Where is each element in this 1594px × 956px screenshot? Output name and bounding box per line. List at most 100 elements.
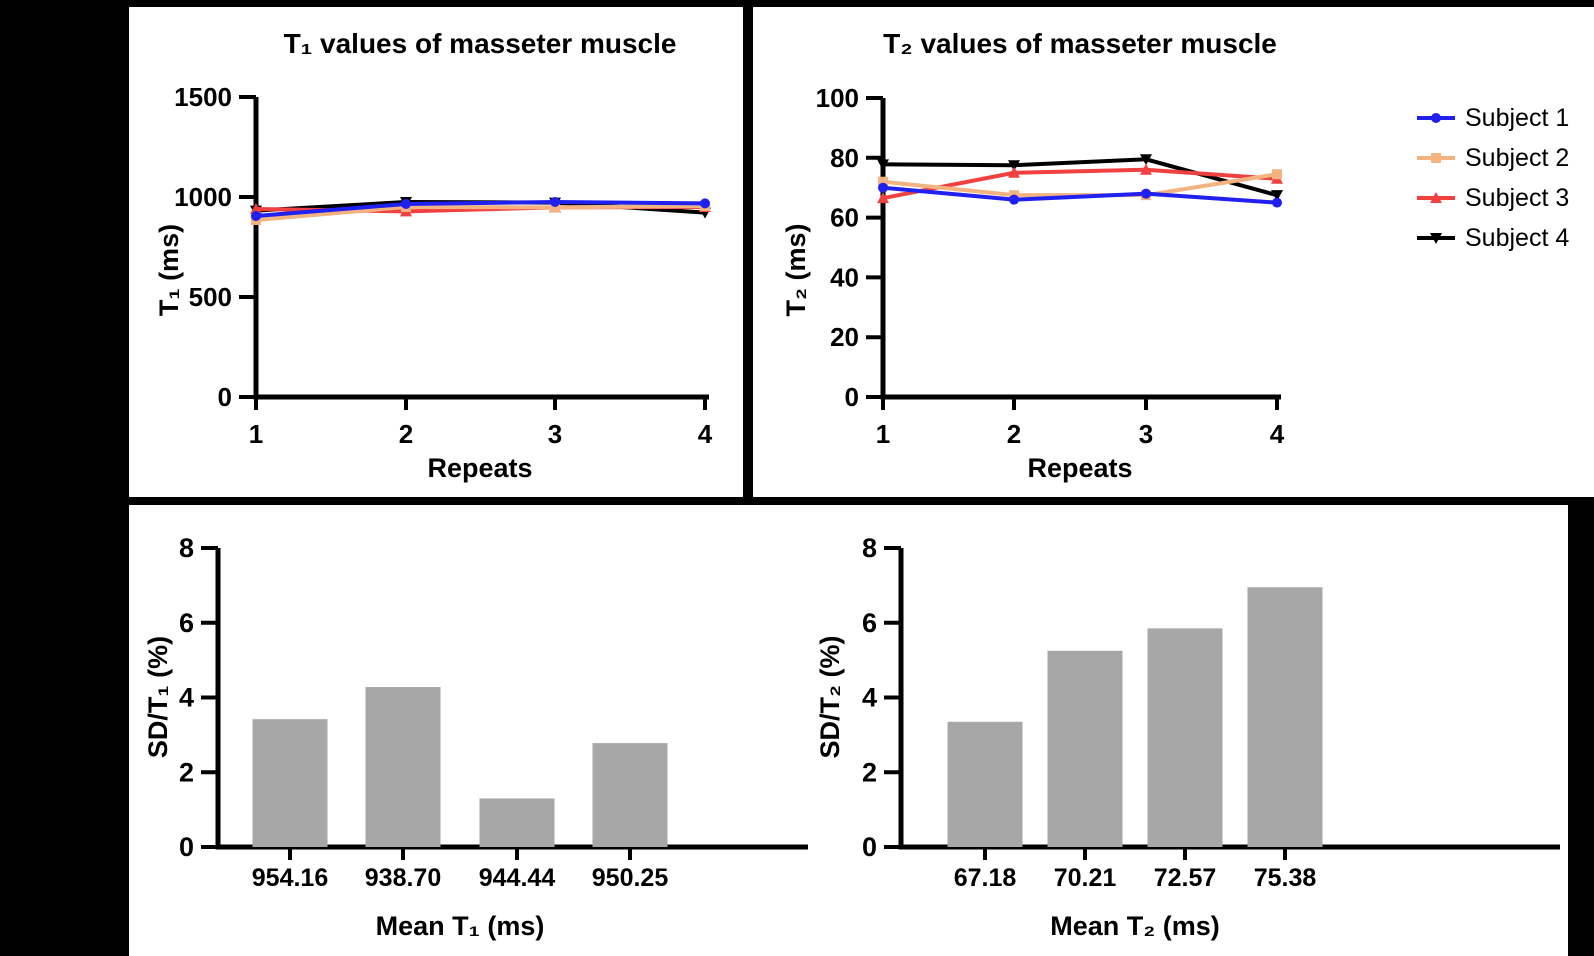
sd-bar-charts-svg: SD/T₁ (%) Mean T₁ (ms) 0 2 4 6 8 954.16 938.70 94… [143,533,1560,941]
t2-ytick-label: 100 [816,83,859,113]
chart-legend: Subject 1 Subject 2 Subject 3 Subject 4 [1417,104,1569,252]
sd_t1-ytick-label: 2 [179,757,194,787]
sd_t2-bar [1247,587,1323,847]
legend-label: Subject 4 [1465,224,1569,252]
legend-marker [1431,153,1441,163]
t2-xtick-label: 1 [876,419,890,449]
t2-ytick-label: 20 [830,322,859,352]
sd_t1-bar [252,719,328,847]
series-marker [877,159,889,171]
sd_t2-bars [947,587,1323,847]
sd_t2-ytick-label: 8 [862,533,877,563]
t1-xtick-label: 2 [399,419,413,449]
legend-label: Subject 3 [1465,184,1569,212]
t2-x-axis-label: Repeats [1027,453,1132,483]
t2-ytick-label: 80 [830,143,859,173]
sd_t1-ytick-label: 8 [179,533,194,563]
sd_t2-category-label: 72.57 [1154,864,1217,892]
sd_t2-bar [1047,650,1123,847]
t2-series-subject-4 [877,154,1283,202]
t2-xtick-label: 2 [1007,419,1021,449]
series-marker [1008,160,1020,172]
t2-ytick-label: 0 [845,382,859,412]
sd_t2-bar [947,721,1023,847]
series-marker [1141,188,1151,199]
sd_t1-category-label: 944.44 [479,864,556,892]
sd_t1-category-label: 954.16 [252,864,328,892]
t1-ytick-label: 0 [218,382,232,412]
series-marker [878,176,888,187]
sd_t1-bars [252,687,668,847]
legend-label: Subject 2 [1465,144,1569,172]
panel-sd-bar-charts: SD/T₁ (%) Mean T₁ (ms) 0 2 4 6 8 954.16 938.70 94… [129,505,1568,956]
legend-marker [1431,113,1441,123]
sd_t2-y-axis-label: SD/T₂ (%) [815,636,845,759]
legend-label: Subject 1 [1465,104,1569,132]
sd_t2-ytick-label: 0 [862,832,877,862]
sd_t2-ytick-label: 6 [862,608,877,638]
t1-title: T₁ values of masseter muscle [284,28,677,59]
series-line [255,204,706,222]
t2-xtick-label: 4 [1270,419,1285,449]
legend-marker [1430,233,1442,244]
t1-xtick-label: 4 [698,419,713,449]
t2-title: T₂ values of masseter muscle [883,28,1277,59]
sd_t1-ytick-label: 0 [179,832,194,862]
t2-axes: 0 20 40 60 80 100 1 2 3 4 [816,83,1285,449]
t1-x-axis-label: Repeats [427,453,532,483]
series-line [882,167,1278,201]
sd_t1-category-label: 938.70 [365,864,441,892]
t2-xtick-label: 3 [1139,419,1153,449]
sd_t1-ytick-label: 4 [179,683,194,713]
series-marker [1271,190,1283,202]
sd_t2-x-axis-label: Mean T₂ (ms) [1050,911,1220,941]
sd_t2-ytick-label: 2 [862,757,877,787]
sd_t2-category-label: 75.38 [1254,864,1317,892]
series-line [882,157,1278,198]
series-marker [250,203,262,214]
sd_t2-category-label: 70.21 [1054,864,1117,892]
t2-y-axis-label: T₂ (ms) [781,224,811,317]
series-marker [401,199,411,209]
sd_t1-bar [592,743,668,847]
series-marker [1009,194,1019,205]
sd_t2-bar [1147,628,1223,847]
t2-line-chart-svg: T₂ values of masseter muscle T₂ (ms) Repea… [781,28,1569,483]
t1-xtick-label: 1 [249,419,263,449]
sd_t1-y-axis-label: SD/T₁ (%) [143,636,173,758]
series-marker [1272,197,1282,208]
t1-series-subject-1 [251,197,710,221]
t2-ytick-label: 60 [830,203,859,233]
t1-y-axis-label: T₁ (ms) [154,224,184,316]
series-marker [878,182,888,193]
series-marker [251,211,261,221]
sd_t1-bar [365,687,441,847]
t1-axes: 0 500 1000 1500 1 2 3 4 [174,82,713,449]
t1-ytick-label: 1000 [174,182,232,212]
series-marker [877,192,889,204]
panel-t2-line-chart: T₂ values of masseter muscle T₂ (ms) Repea… [753,7,1594,497]
sd_t1-ytick-label: 6 [179,608,194,638]
series-line [255,199,706,218]
series-line [882,185,1278,205]
series-marker [1140,154,1152,166]
sd_t2-category-label: 67.18 [954,864,1017,892]
series-marker [1008,166,1020,178]
t1-xtick-label: 3 [548,419,562,449]
series-marker [550,202,560,213]
legend-marker [1430,192,1442,203]
series-marker [550,197,560,207]
t1-ytick-label: 500 [189,282,232,312]
series-marker [1140,163,1152,175]
t1-ytick-label: 1500 [174,82,232,112]
sd_t1-x-axis-label: Mean T₁ (ms) [376,911,545,941]
sd_t1-category-label: 950.25 [592,864,669,892]
series-marker [1272,169,1282,180]
t2-ytick-label: 40 [830,262,859,292]
sd_t2-ytick-label: 4 [862,683,877,713]
series-marker [700,198,710,209]
t2-series-subject-1 [878,182,1282,208]
t1-line-chart-svg: T₁ values of masseter muscle T₁ (ms) Repea… [154,28,713,483]
sd_t1-bar [479,798,555,847]
